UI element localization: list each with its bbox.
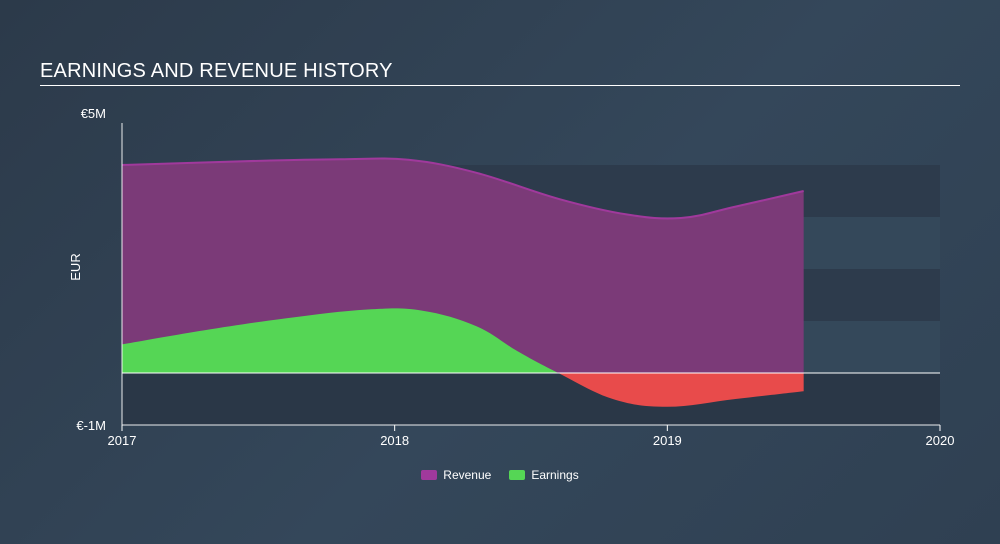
title-underline — [40, 85, 960, 86]
revenue-line — [121, 157, 804, 220]
legend-swatch-revenue — [421, 470, 438, 480]
y-axis-label: EUR — [68, 253, 83, 280]
legend-label-revenue: Revenue — [443, 468, 492, 482]
x-tick-label: 2020 — [926, 433, 955, 448]
chart-title: EARNINGS AND REVENUE HISTORY — [40, 60, 393, 82]
x-tick-label: 2019 — [653, 433, 682, 448]
chart-legend: Revenue Earnings — [0, 468, 1000, 482]
earnings-negative-area — [122, 373, 804, 407]
legend-item-earnings[interactable]: Earnings — [509, 468, 579, 482]
x-tick-label: 2018 — [380, 433, 409, 448]
x-tick-label: 2017 — [108, 433, 137, 448]
legend-item-revenue[interactable]: Revenue — [421, 468, 491, 482]
y-tick-label: €5M — [81, 106, 106, 121]
legend-label-earnings: Earnings — [531, 468, 579, 482]
earnings-positive-area — [122, 308, 804, 373]
y-tick-label: €-1M — [76, 418, 106, 433]
background-below-zero — [122, 373, 940, 425]
legend-swatch-earnings — [509, 470, 526, 480]
